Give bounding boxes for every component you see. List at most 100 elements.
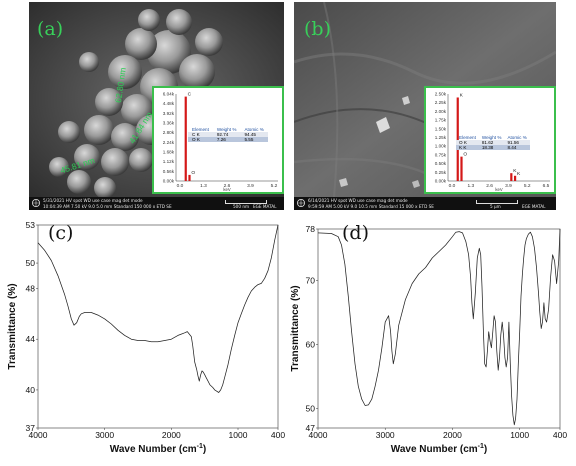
ftir-chart-c: 4000 3000 2000 1000 400 53 50 48 44 40 37 Wave Numb… <box>7 220 285 455</box>
y-tick-label: 44 <box>26 334 36 344</box>
microscope-logo-icon <box>32 199 40 207</box>
y-tick-label: 50 <box>26 258 36 268</box>
table-cell: C K <box>192 132 200 137</box>
table-header-cell: Weight % <box>481 135 502 140</box>
table-cell: 8.44 <box>507 145 517 150</box>
eds-y-tick-label: 3.36k <box>163 121 175 126</box>
table-cell: O K <box>192 137 200 142</box>
eds-table-header: Element Weight % Atomic % <box>188 127 268 132</box>
x-tick-label: 4000 <box>29 430 48 440</box>
eds-x-tick-label: 1.3 <box>467 183 474 189</box>
x-tick-label: 400 <box>553 430 567 440</box>
scale-bar <box>476 200 518 204</box>
nanoparticle-sphere <box>49 157 69 177</box>
eds-x-tick-label: 5.2 <box>524 183 531 189</box>
sem-meta-header: 6/14/2021 HV spot WD use case mag det mo… <box>308 198 408 203</box>
y-tick-label: 48 <box>26 283 36 293</box>
eds-table-row: C K 92.74 94.45 <box>188 132 268 137</box>
nanoparticle-sphere <box>108 55 142 89</box>
series-line <box>317 228 561 426</box>
x-tick-label: 2000 <box>443 430 462 440</box>
y-axis-label: Transmittance (%) <box>7 283 18 369</box>
eds-x-unit: keV <box>495 187 502 192</box>
sem-meta-values: 9:59:59 AM 5.00 kV 9.0 10.5 mm Standard … <box>308 204 434 209</box>
eds-x-tick-label: 5.2 <box>271 183 278 189</box>
eds-table-row: O K 7.26 5.55 <box>188 137 268 142</box>
eds-y-tick-label: 2.80k <box>163 130 175 135</box>
sem-meta-values: 10:04:39 AM 7.50 kV 9.0 5.0 mm Standard … <box>43 204 172 209</box>
table-header-cell: Element <box>459 135 476 140</box>
y-tick-label: 37 <box>26 423 36 433</box>
eds-peak <box>510 173 513 181</box>
eds-table-a: Element Weight % Atomic % C K 92.74 94.4… <box>188 127 268 142</box>
eds-inset-a: 6.04k 4.48k 3.92k 3.36k 2.80k 2.24k 1.68k 1.12k… <box>152 86 284 194</box>
y-tick-label: 50 <box>306 404 316 414</box>
nanoparticle-sphere <box>179 54 215 90</box>
eds-peak <box>184 96 187 181</box>
eds-x-tick-label: 0.0 <box>449 183 456 189</box>
eds-x-tick-label: 3.9 <box>505 183 512 189</box>
panel-label-c: (c) <box>48 222 74 244</box>
x-tick-label: 2000 <box>162 430 181 440</box>
scale-bar <box>225 200 267 204</box>
table-header-cell: Element <box>192 127 209 132</box>
nanoparticle-sphere <box>84 115 114 145</box>
eds-inset-b: 2.50k 2.25k 2.00k 1.75k 1.50k 1.25k 1.00k 0.75k… <box>424 86 556 194</box>
eds-peak-label: O <box>191 170 195 176</box>
microscope-logo-icon <box>297 199 305 207</box>
nanoparticle-sphere <box>79 52 99 72</box>
eds-peak-label: C <box>188 92 192 98</box>
nanoparticle-sphere <box>138 9 160 31</box>
eds-peak-label: K <box>517 171 521 177</box>
x-tick-label: 400 <box>271 430 285 440</box>
table-cell: 7.26 <box>216 137 226 142</box>
plot-frame <box>317 228 561 429</box>
y-tick-label: 40 <box>26 385 36 395</box>
sem-info-bar-a: 5/31/2021 HV spot WD use case mag det mo… <box>29 197 284 210</box>
sem-panel-b: (b) 2.50k 2.25k 2.00k 1.75k 1.50k 1.25k 1.00k 0… <box>294 2 556 210</box>
eds-y-tick-label: 2.00k <box>435 109 447 114</box>
y-axis-label: Transmittance (%) <box>290 285 301 371</box>
eds-y-tick-label: 1.25k <box>435 135 447 140</box>
y-tick-label: 60 <box>306 340 316 350</box>
table-cell: 91.56 <box>507 140 519 145</box>
plot-frame <box>37 224 279 429</box>
eds-y-tick-label: 1.68k <box>163 150 175 155</box>
sem-panel-a: (a) 62.80 nm 41.84 nm 45.81 nm 6.04k 4.48… <box>29 2 284 210</box>
eds-y-tick-label: 3.92k <box>163 111 175 116</box>
eds-peak-label: K <box>460 92 464 98</box>
table-cell: 94.45 <box>244 132 256 137</box>
nanoparticle-sphere <box>94 177 116 197</box>
table-header-cell: Atomic % <box>244 127 264 132</box>
eds-y-tick-label: 0.56k <box>163 169 175 174</box>
nanoparticle-sphere <box>195 28 223 56</box>
scale-bar-label: 500 nm <box>233 204 250 209</box>
x-tick-label: 1000 <box>229 430 248 440</box>
table-header-cell: Weight % <box>216 127 237 132</box>
eds-x-tick-label: 3.9 <box>247 183 254 189</box>
lab-label: EGE MATAL <box>253 204 277 209</box>
eds-y-tick-label: 1.00k <box>435 144 447 149</box>
x-tick-label: 1000 <box>510 430 529 440</box>
eds-peak <box>456 97 459 181</box>
x-tick-label: 4000 <box>309 430 328 440</box>
eds-x-tick-label: 0.0 <box>177 183 184 189</box>
nanoparticle-sphere <box>74 144 100 170</box>
eds-y-tick-label: 2.24k <box>163 140 175 145</box>
x-tick-label: 3000 <box>95 430 114 440</box>
nanoparticle-sphere <box>95 88 123 116</box>
nanoparticle-sphere <box>125 28 157 60</box>
table-cell: 18.38 <box>481 145 494 150</box>
eds-x-tick-label: 2.6 <box>224 183 231 189</box>
y-tick-label: 78 <box>306 224 316 234</box>
eds-table-b: Element Weight % Atomic % O K 81.62 91.5… <box>456 135 530 150</box>
eds-x-unit: keV <box>223 187 230 192</box>
eds-y-tick-label: 1.50k <box>435 126 447 131</box>
sem-meta-header: 5/31/2021 HV spot WD use case mag det mo… <box>43 198 143 203</box>
eds-x-tick-label: 1.3 <box>200 183 207 189</box>
nanoparticle-sphere <box>147 30 191 74</box>
panel-label-b: (b) <box>304 18 331 40</box>
eds-spectrum-a: 6.04k 4.48k 3.92k 3.36k 2.80k 2.24k 1.68k 1.12k… <box>163 92 278 192</box>
panel-label-d: (d) <box>342 222 369 244</box>
series-line <box>37 224 279 393</box>
